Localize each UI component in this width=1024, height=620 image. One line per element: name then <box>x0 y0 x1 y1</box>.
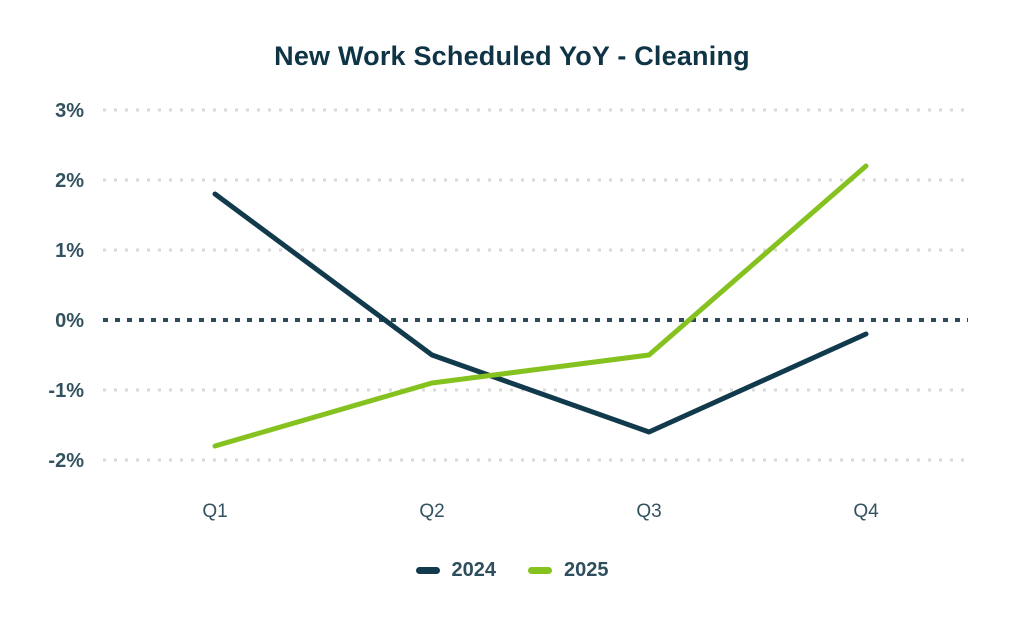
series-line-2024 <box>212 191 869 435</box>
x-tick-label-Q1: Q1 <box>202 501 227 522</box>
x-tick-label-Q4: Q4 <box>853 501 879 522</box>
y-tick-label-3%: 3% <box>55 100 84 122</box>
x-tick-label-Q3: Q3 <box>636 501 661 522</box>
legend-label-2025: 2025 <box>564 559 609 581</box>
legend-swatch-2025 <box>528 567 552 574</box>
y-tick-label-0%: 0% <box>55 310 84 332</box>
chart-legend: 2024 2025 <box>0 559 1024 582</box>
y-tick-label--1%: -1% <box>48 380 84 402</box>
line-chart: 3% 2% 1% 0% -1% -2% Q1 Q2 Q3 Q4 <box>48 100 968 522</box>
legend-label-2024: 2024 <box>451 559 497 581</box>
y-tick-label-2%: 2% <box>55 170 84 192</box>
legend-item-2025: 2025 <box>528 559 609 582</box>
legend-swatch-2024 <box>415 567 440 574</box>
legend-item-2024: 2024 <box>415 559 497 582</box>
x-tick-label-Q2: Q2 <box>419 501 444 522</box>
series-line-2025 <box>212 163 869 449</box>
y-tick-label--2%: -2% <box>48 450 84 472</box>
chart-title: New Work Scheduled YoY - Cleaning <box>274 41 750 71</box>
y-tick-label-1%: 1% <box>55 240 84 262</box>
